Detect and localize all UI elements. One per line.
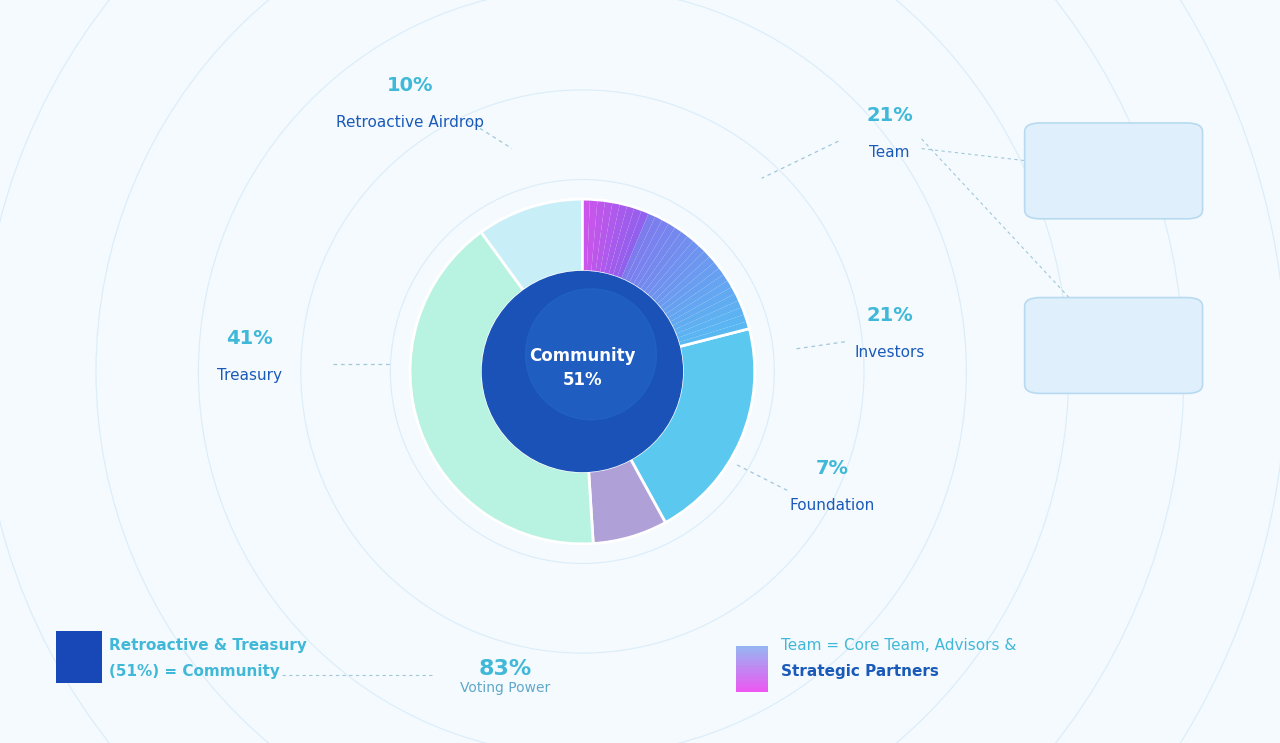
Text: 21%: 21% <box>867 306 913 325</box>
Wedge shape <box>657 256 716 308</box>
FancyBboxPatch shape <box>1024 297 1203 394</box>
Text: Strategic Partners: Strategic Partners <box>781 663 938 678</box>
Bar <box>736 655 768 657</box>
Wedge shape <box>586 199 598 272</box>
Wedge shape <box>481 199 582 291</box>
Bar <box>736 678 768 680</box>
Bar <box>736 684 768 687</box>
Wedge shape <box>621 212 655 281</box>
Wedge shape <box>604 204 627 275</box>
Wedge shape <box>644 236 694 295</box>
Text: 7%: 7% <box>815 458 849 478</box>
Wedge shape <box>617 210 649 279</box>
Wedge shape <box>582 199 749 347</box>
Bar <box>736 656 768 659</box>
Wedge shape <box>640 231 689 293</box>
Bar <box>736 669 768 671</box>
Text: Community
51%: Community 51% <box>529 347 636 389</box>
Wedge shape <box>410 232 593 544</box>
Bar <box>736 670 768 672</box>
Text: 8.7%: 8.7% <box>1088 150 1139 168</box>
Wedge shape <box>650 245 705 301</box>
Wedge shape <box>677 314 748 343</box>
Wedge shape <box>595 201 613 273</box>
Text: Team: Team <box>869 145 910 160</box>
Bar <box>736 676 768 678</box>
Circle shape <box>483 271 682 472</box>
Text: 10%: 10% <box>387 76 433 95</box>
Circle shape <box>526 289 657 420</box>
Text: 83%: 83% <box>479 659 532 678</box>
Bar <box>736 681 768 684</box>
Wedge shape <box>672 293 740 330</box>
FancyBboxPatch shape <box>56 631 102 683</box>
Wedge shape <box>659 262 719 311</box>
Wedge shape <box>589 459 666 544</box>
Wedge shape <box>673 300 742 334</box>
Bar <box>736 690 768 692</box>
Wedge shape <box>675 307 745 338</box>
Bar <box>736 689 768 691</box>
Bar <box>736 683 768 685</box>
Bar <box>736 650 768 652</box>
Bar <box>736 660 768 662</box>
Bar <box>736 649 768 651</box>
Wedge shape <box>678 321 749 347</box>
Bar <box>736 658 768 661</box>
Text: Voting Power: Voting Power <box>1073 355 1155 369</box>
Text: Investors: Investors <box>855 345 924 360</box>
Bar <box>736 661 768 663</box>
Bar <box>736 663 768 665</box>
Text: Voting Power: Voting Power <box>1073 181 1155 194</box>
Text: Voting Power: Voting Power <box>461 681 550 695</box>
Wedge shape <box>632 223 676 288</box>
Wedge shape <box>628 219 669 285</box>
Wedge shape <box>582 199 590 272</box>
Bar <box>736 687 768 690</box>
Text: Retroactive Airdrop: Retroactive Airdrop <box>335 115 484 130</box>
Wedge shape <box>625 215 663 283</box>
Wedge shape <box>636 227 682 290</box>
Bar <box>736 675 768 677</box>
Wedge shape <box>631 328 755 522</box>
Wedge shape <box>600 202 620 274</box>
Text: Retroactive & Treasury: Retroactive & Treasury <box>109 638 307 653</box>
Text: 41%: 41% <box>227 328 273 348</box>
Text: 21%: 21% <box>867 106 913 125</box>
Bar <box>736 667 768 669</box>
Bar <box>736 647 768 649</box>
Text: Foundation: Foundation <box>790 498 874 513</box>
Bar <box>736 646 768 648</box>
Wedge shape <box>648 240 700 298</box>
Bar <box>736 679 768 682</box>
Wedge shape <box>591 200 605 273</box>
Bar <box>736 653 768 655</box>
Bar <box>736 672 768 674</box>
Wedge shape <box>613 207 641 278</box>
Text: Team = Core Team, Advisors &: Team = Core Team, Advisors & <box>781 638 1016 653</box>
Bar <box>736 664 768 666</box>
Text: (51%) = Community: (51%) = Community <box>109 663 279 678</box>
Bar <box>736 673 768 675</box>
Bar <box>736 686 768 688</box>
Wedge shape <box>608 205 635 276</box>
Text: Treasury: Treasury <box>218 368 282 383</box>
Wedge shape <box>669 287 736 326</box>
Bar <box>736 666 768 668</box>
Wedge shape <box>654 250 710 305</box>
FancyBboxPatch shape <box>1024 123 1203 218</box>
Text: 8.7%: 8.7% <box>1088 325 1139 343</box>
Wedge shape <box>664 273 728 319</box>
Wedge shape <box>667 280 732 322</box>
Wedge shape <box>662 267 724 315</box>
Bar <box>736 652 768 654</box>
